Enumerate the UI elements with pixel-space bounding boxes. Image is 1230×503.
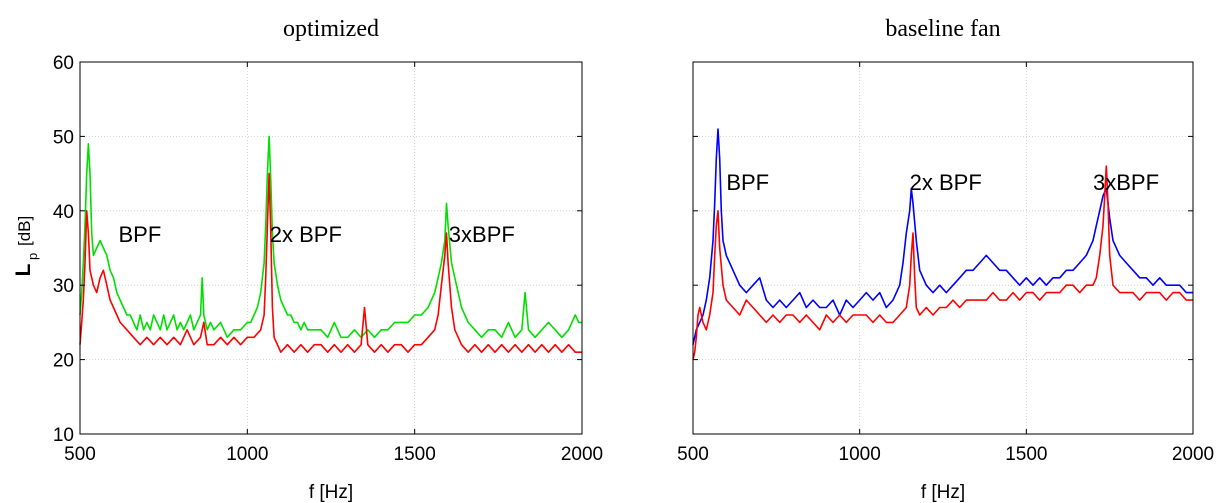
chart-title: baseline fan [885,16,1000,42]
y-tick-label: 40 [53,202,74,223]
series-line-1 [692,165,1193,360]
annotation-label: 3xBPF [1093,170,1159,195]
series-line-0 [79,135,582,339]
x-axis-label: f [Hz] [309,482,353,503]
series-line-1 [79,172,582,353]
axes-frame [79,61,583,435]
chart-title: optimized [283,16,379,42]
plot-area [693,62,1193,434]
annotation-label: 3xBPF [449,222,515,247]
series-line-0 [692,128,1193,345]
y-tick-label: 30 [53,276,74,297]
x-tick-label: 500 [64,444,96,465]
plot-area [80,62,582,434]
x-tick-label: 1000 [839,444,881,465]
x-tick-label: 1500 [394,444,436,465]
annotation-label: 2x BPF [910,170,982,195]
y-axis-label-group: Lp [dB] [12,216,40,277]
x-tick-label: 1000 [226,444,268,465]
y-axis-label: L [12,263,35,276]
y-tick-label: 60 [53,53,74,74]
x-tick-label: 500 [677,444,709,465]
y-tick-label: 10 [53,425,74,446]
y-axis-label-unit: [dB] [15,216,34,246]
x-axis-label: f [Hz] [921,482,965,503]
x-tick-label: 1500 [1005,444,1047,465]
x-tick-label: 2000 [561,444,603,465]
y-tick-label: 50 [53,127,74,148]
annotation-label: BPF [118,222,161,247]
annotation-label: BPF [726,170,769,195]
annotation-label: 2x BPF [270,222,342,247]
chart-optimized: 500 1000 1500 2000 10 20 30 40 50 60 optimized f [H… [12,16,603,503]
x-tick-label: 2000 [1172,444,1214,465]
axes-frame [692,61,1194,435]
chart-baseline-fan: 500 1000 1500 2000 baseline fan f [Hz] BPF 2x B… [677,16,1214,503]
y-axis-label-subscript: p [25,253,40,260]
y-tick-label: 20 [53,351,74,372]
